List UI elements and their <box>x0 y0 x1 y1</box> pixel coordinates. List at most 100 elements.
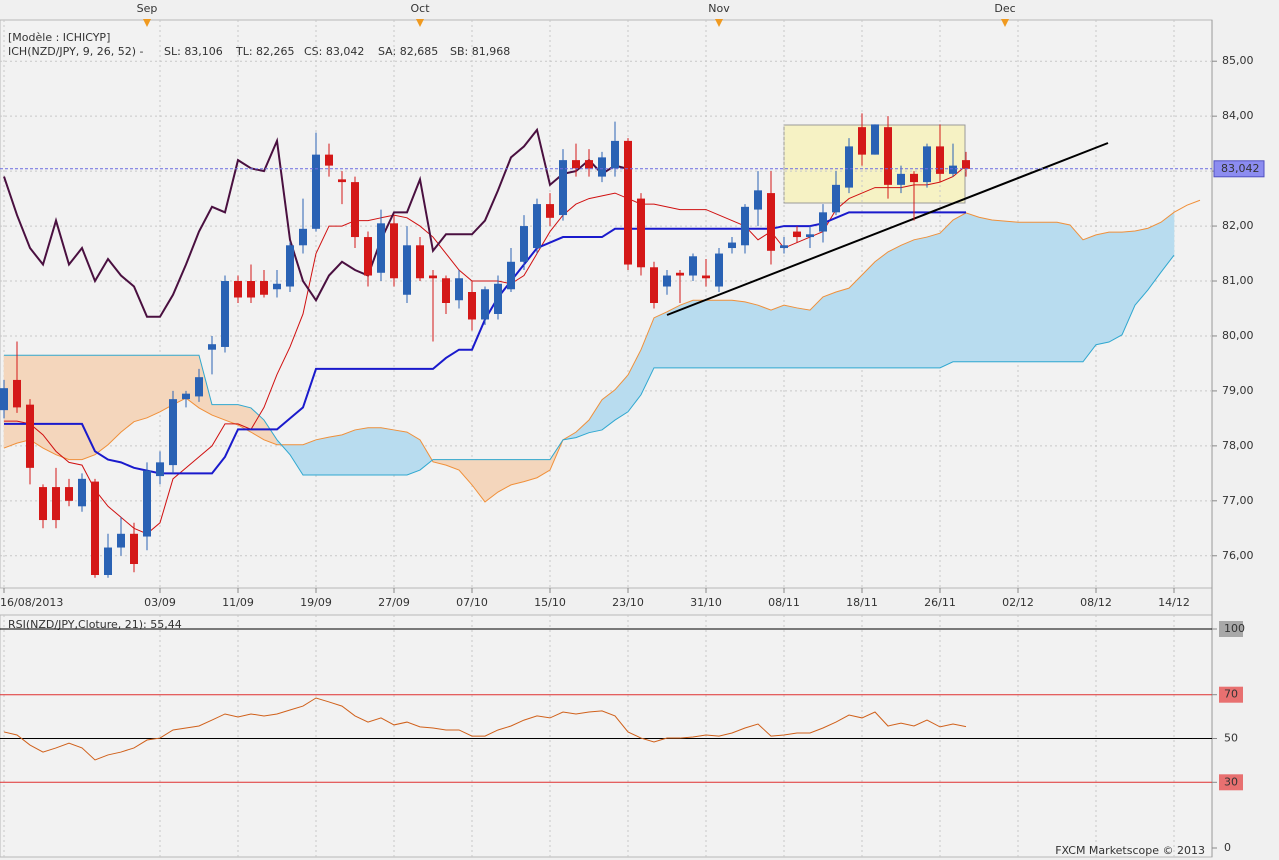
candle-body <box>767 193 775 251</box>
candle-body <box>234 281 242 298</box>
candle-body <box>104 547 112 575</box>
y-tick-label: 80,00 <box>1222 329 1254 342</box>
candle-body <box>390 223 398 279</box>
cloud-fill <box>705 299 720 369</box>
x-tick-label: 03/09 <box>144 596 176 609</box>
cloud-fill <box>744 301 759 369</box>
candle-body <box>819 212 827 232</box>
cloud-fill <box>55 354 70 461</box>
readout: SB: 81,968 <box>450 45 510 58</box>
candle-body <box>650 267 658 303</box>
candle-body <box>117 533 125 548</box>
cloud-fill <box>120 354 135 433</box>
cloud-fill <box>146 354 161 419</box>
candle-body <box>169 399 177 466</box>
candle-body <box>299 228 307 246</box>
cloud-fill <box>328 434 343 476</box>
cloud-fill <box>393 429 408 476</box>
cloud-fill <box>380 427 395 476</box>
cloud-fill <box>887 244 902 369</box>
cloud-fill <box>1056 221 1071 363</box>
candle-body <box>559 160 567 216</box>
y-tick-label: 82,00 <box>1222 219 1254 232</box>
candle-body <box>377 223 385 273</box>
month-marker <box>1001 19 1009 27</box>
readout: CS: 83,042 <box>304 45 364 58</box>
candle-body <box>52 487 60 521</box>
last-price-box <box>1213 160 1265 178</box>
candle-body <box>247 281 255 298</box>
x-tick-label: 08/12 <box>1080 596 1112 609</box>
month-label: Dec <box>994 2 1015 15</box>
cloud-fill <box>692 299 707 369</box>
x-tick-label: 18/11 <box>846 596 878 609</box>
candle-body <box>143 470 151 537</box>
cloud-fill <box>315 436 330 476</box>
candle-body <box>403 245 411 295</box>
readout: TL: 82,265 <box>235 45 295 58</box>
month-marker <box>143 19 151 27</box>
indicator-label: ICH(NZD/JPY, 9, 26, 52) - <box>8 45 144 58</box>
candle-body <box>195 377 203 397</box>
candle-body <box>962 160 970 169</box>
x-tick-label: 07/10 <box>456 596 488 609</box>
candle-body <box>702 275 710 279</box>
cloud-fill <box>783 304 798 369</box>
candle-body <box>91 481 99 575</box>
cloud-fill <box>874 251 889 369</box>
cloud-fill <box>822 291 837 369</box>
readout: SL: 83,106 <box>164 45 223 58</box>
readout: SA: 82,685 <box>378 45 438 58</box>
candle-body <box>507 261 515 290</box>
cloud-fill <box>653 311 668 369</box>
indicator-line <box>4 254 1175 476</box>
model-label: [Modèle : ICHICYP] <box>8 31 110 44</box>
rsi-title: RSI(NZD/JPY,Cloture, 21): 55,44 <box>8 618 182 631</box>
y-tick-label: 30 <box>1224 775 1238 788</box>
candle-body <box>754 190 762 210</box>
y-tick-label: 0 <box>1224 841 1231 854</box>
candle-body <box>624 140 632 265</box>
cloud-fill <box>1030 221 1045 363</box>
cloud-fill <box>354 427 369 476</box>
candle-body <box>208 344 216 350</box>
y-tick-label: 84,00 <box>1222 109 1254 122</box>
candle-body <box>611 140 619 169</box>
candle-body <box>910 173 918 183</box>
cloud-fill <box>848 274 863 369</box>
cloud-fill <box>1069 224 1084 363</box>
cloud-fill <box>42 354 57 456</box>
cloud-fill <box>731 299 746 369</box>
last-price-label: 83,042 <box>1221 162 1260 175</box>
y-tick-label: 81,00 <box>1222 274 1254 287</box>
candle-body <box>39 487 47 521</box>
candle-body <box>286 245 294 287</box>
cloud-fill <box>1043 221 1058 363</box>
candle-body <box>468 292 476 320</box>
cloud-fill <box>718 299 733 369</box>
trend-line <box>666 142 1109 316</box>
candle-body <box>585 160 593 169</box>
candle-body <box>884 127 892 185</box>
candle-body <box>416 245 424 279</box>
x-tick-label: 19/09 <box>300 596 332 609</box>
candle-body <box>936 146 944 174</box>
x-tick-label: 27/09 <box>378 596 410 609</box>
cloud-fill <box>133 354 148 423</box>
candle-body <box>832 184 840 213</box>
cloud-fill <box>68 354 83 460</box>
candle-body <box>273 283 281 290</box>
cloud-fill <box>367 427 382 476</box>
x-tick-label: 31/10 <box>690 596 722 609</box>
candle-body <box>663 275 671 287</box>
candle-body <box>156 462 164 477</box>
cloud-fill <box>1095 231 1110 346</box>
y-tick-label: 85,00 <box>1222 54 1254 67</box>
candle-body <box>338 179 346 183</box>
candle-body <box>520 226 528 262</box>
candle-body <box>715 253 723 287</box>
cloud-fill <box>1017 221 1032 363</box>
candle-body <box>351 182 359 238</box>
candle-body <box>871 124 879 155</box>
